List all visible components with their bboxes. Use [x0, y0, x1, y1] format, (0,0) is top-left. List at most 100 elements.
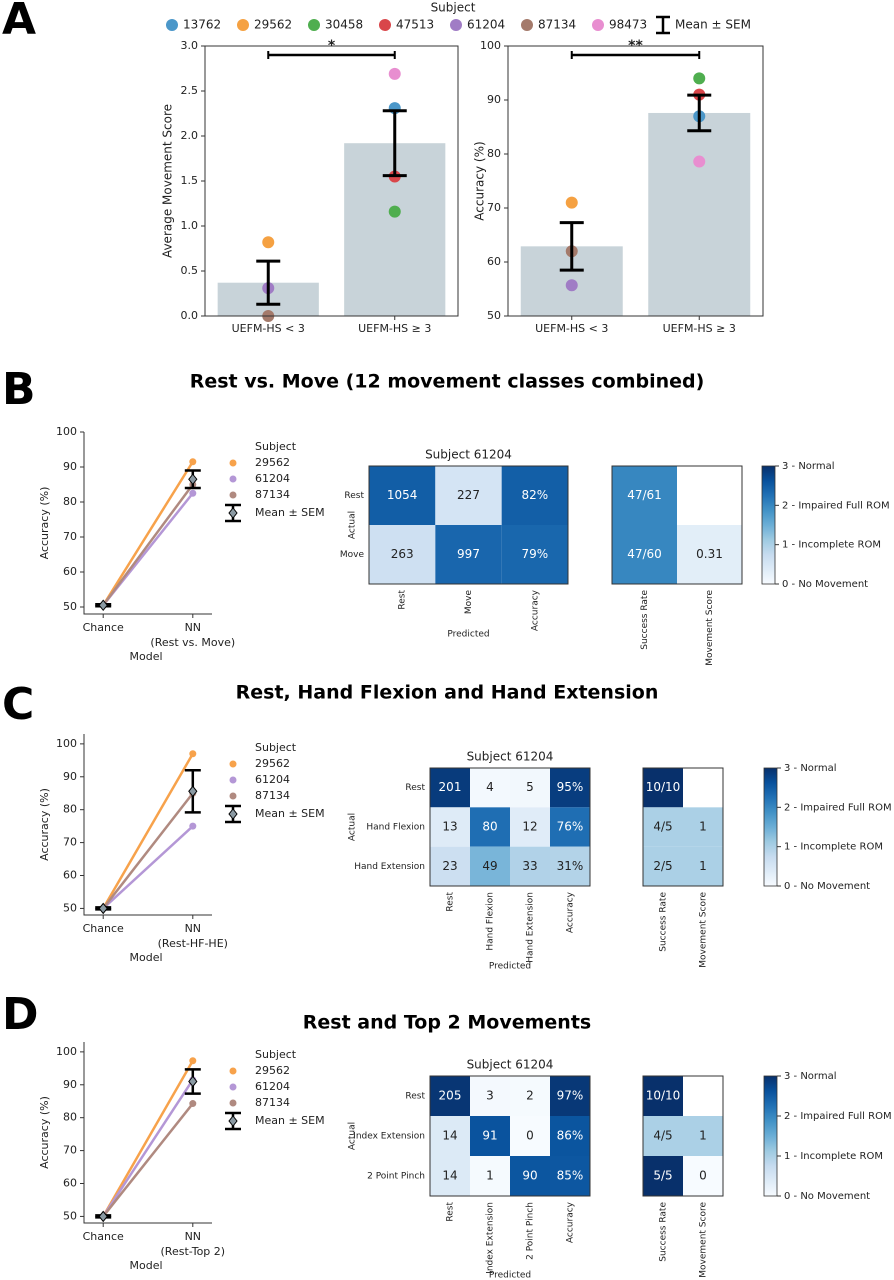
legend-marker	[229, 776, 237, 784]
legend-label: Mean ± SEM	[255, 807, 325, 820]
colorbar-label: 3 - Normal	[782, 461, 835, 472]
cell	[510, 768, 550, 808]
legend-marker	[379, 19, 391, 31]
colorbar-label: 1 - Incomplete ROM	[784, 842, 883, 853]
x-tick-label: UEFM-HS < 3	[535, 322, 608, 335]
y-axis-label: Accuracy (%)	[38, 1096, 51, 1169]
legend-label: 29562	[255, 456, 290, 469]
cell	[470, 846, 510, 886]
y-tick-label: 0.0	[181, 309, 199, 322]
heatmap-title: Subject 61204	[467, 1058, 554, 1072]
legend-label: Mean ± SEM	[255, 1114, 325, 1127]
row-label: 2 Point Pinch	[367, 1172, 425, 1182]
y-tick-label: 60	[63, 1177, 77, 1190]
subject-point	[693, 72, 706, 85]
subject-point	[565, 196, 578, 209]
cell	[430, 846, 470, 886]
cell	[550, 846, 590, 886]
colorbar-label: 2 - Impaired Full ROM	[784, 802, 892, 813]
row-label: Rest	[405, 1092, 425, 1102]
cell	[430, 768, 470, 808]
legend-marker	[521, 19, 533, 31]
cell	[430, 1116, 470, 1156]
colorbar-label: 0 - No Movement	[782, 579, 868, 590]
cell-label: 10/10	[646, 1089, 681, 1103]
legend-title: Subject	[255, 741, 297, 754]
y-tick-label: 50	[63, 600, 77, 613]
cell-label: 12	[522, 820, 537, 834]
cell	[550, 1156, 590, 1196]
cell	[510, 1116, 550, 1156]
heatmap-frame	[642, 767, 724, 887]
cell-label: 2/5	[653, 859, 672, 873]
cell	[643, 1156, 683, 1196]
y-tick-label: 90	[487, 93, 501, 106]
subject-line	[102, 483, 194, 606]
legend-label: 30458	[325, 18, 363, 32]
cell	[430, 1076, 470, 1116]
colorbar	[763, 1075, 778, 1197]
cell-label: 79%	[521, 547, 548, 561]
cell-label: 49	[482, 859, 497, 873]
legend-label: Mean ± SEM	[675, 18, 751, 32]
subject-point	[388, 205, 401, 218]
y-tick-label: 80	[63, 803, 77, 816]
legend-label: 61204	[255, 1080, 290, 1093]
y-tick-label: 90	[63, 770, 77, 783]
legend-marker	[166, 19, 178, 31]
x-axis-label: Predicted	[489, 1271, 531, 1280]
cell-label: 4/5	[653, 820, 672, 834]
y-tick-label: 50	[63, 901, 77, 914]
legend-marker	[229, 1067, 237, 1075]
legend-label: 13762	[183, 18, 221, 32]
mean-marker	[188, 473, 198, 486]
column-label: Movement Score	[699, 1202, 709, 1278]
cell-label: 10/10	[646, 780, 681, 794]
y-tick-label: 70	[63, 1144, 77, 1157]
column-label: Success Rate	[640, 590, 650, 650]
cell-label: 47/61	[627, 488, 662, 502]
row-label: Rest	[344, 491, 364, 501]
y-tick-label: 80	[63, 495, 77, 508]
subject-point	[189, 458, 197, 466]
y-tick-label: 0.5	[181, 264, 199, 277]
colorbar-label: 3 - Normal	[784, 1071, 837, 1082]
column-label: Accuracy	[566, 891, 576, 933]
legend-label: 47513	[396, 18, 434, 32]
subject-line	[102, 461, 194, 606]
subject-point	[565, 279, 578, 292]
cell-label: 263	[391, 547, 414, 561]
column-label: Hand Flexion	[486, 892, 496, 951]
cell-label: 31%	[557, 859, 584, 873]
legend-label: 87134	[255, 488, 290, 501]
cell	[550, 768, 590, 808]
cell	[430, 807, 470, 847]
subject-line	[102, 753, 194, 910]
cell-label: 0	[526, 1129, 534, 1143]
subject-point	[189, 750, 197, 758]
cell-label: 997	[457, 547, 480, 561]
cell-label: 23	[442, 859, 457, 873]
heatmap-frame	[611, 465, 743, 585]
cell	[435, 525, 502, 584]
cell-label: 33	[522, 859, 537, 873]
colorbar	[761, 465, 776, 585]
column-label: Rest	[446, 892, 456, 912]
legend-label: Mean ± SEM	[255, 506, 325, 519]
subject-line	[102, 1060, 194, 1218]
y-tick-label: 50	[487, 309, 501, 322]
mean-marker	[98, 1210, 108, 1223]
y-tick-label: 70	[487, 201, 501, 214]
y-tick-label: 1.0	[181, 219, 199, 232]
legend-label: 29562	[254, 18, 292, 32]
bar	[648, 112, 751, 317]
x-tick-label: Chance	[83, 922, 124, 935]
heatmap-frame	[642, 1075, 724, 1197]
cell	[550, 1116, 590, 1156]
cell-label: 201	[439, 780, 462, 794]
cell	[683, 1116, 723, 1156]
legend-mean-marker	[228, 507, 238, 519]
subject-line	[102, 792, 194, 910]
legend-marker	[229, 475, 237, 483]
